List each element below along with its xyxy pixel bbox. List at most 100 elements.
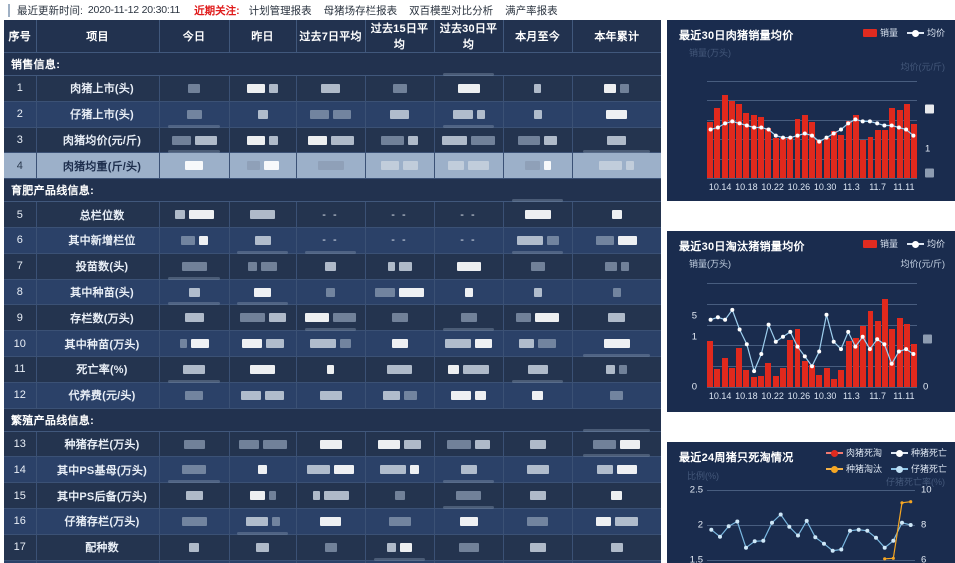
bar[interactable] — [838, 134, 845, 178]
bar[interactable] — [721, 95, 728, 178]
legend-item-breeder-culling[interactable]: 种猪淘汰 — [825, 462, 882, 475]
table-row[interactable]: 14 其中PS基母(万头) — [4, 454, 661, 484]
bar[interactable] — [728, 368, 735, 387]
bar[interactable] — [787, 340, 794, 387]
bar[interactable] — [809, 122, 816, 178]
bar[interactable] — [874, 129, 881, 178]
bar[interactable] — [743, 113, 750, 178]
chart1-plot-area[interactable] — [707, 81, 918, 179]
col-header-mtd[interactable]: 本月至今 — [503, 20, 573, 53]
legend-item-breeder-death[interactable]: 种猪死亡 — [890, 446, 947, 459]
bar[interactable] — [911, 124, 918, 178]
bar[interactable] — [889, 328, 896, 387]
bar[interactable] — [707, 122, 713, 178]
bar[interactable] — [911, 343, 918, 387]
bar[interactable] — [816, 374, 823, 387]
table-row[interactable]: 9 存栏数(万头) — [4, 302, 661, 332]
bar[interactable] — [838, 370, 845, 387]
chart-panel-culled-sales-price[interactable]: 最近30日淘汰猪销量均价 销量 均价 销量(万头) 均价(元/斤) 0 1 5 0 1… — [667, 231, 955, 412]
bar[interactable] — [867, 136, 874, 178]
link-plan-management-report[interactable]: 计划管理报表 — [248, 4, 312, 17]
legend-item-sales-volume[interactable]: 销量 — [862, 237, 898, 250]
bar[interactable] — [831, 379, 837, 387]
bar[interactable] — [852, 338, 859, 387]
bar[interactable] — [801, 115, 808, 178]
table-row[interactable]: 10 其中种苗(万头) — [4, 328, 661, 357]
col-header-avg7[interactable]: 过去7日平均 — [296, 20, 366, 53]
table-row[interactable]: 15 其中PS后备(万头) — [4, 480, 661, 509]
legend-item-hog-mortality-culling[interactable]: 肉猪死淘 — [825, 446, 882, 459]
col-header-item[interactable]: 项目 — [36, 20, 160, 53]
chart2-plot-area[interactable] — [707, 283, 918, 388]
bar[interactable] — [721, 358, 728, 387]
bar[interactable] — [889, 107, 896, 178]
link-double-hundred-model-analysis[interactable]: 双百模型对比分析 — [409, 4, 494, 17]
bar[interactable] — [816, 140, 823, 178]
bar[interactable] — [765, 127, 772, 178]
table-row[interactable]: 11 死亡率(%) — [4, 353, 661, 383]
bar[interactable] — [794, 118, 801, 178]
table-row[interactable]: 12 代养费(元/头) — [4, 379, 661, 409]
bar[interactable] — [772, 138, 779, 178]
legend-item-avg-price[interactable]: 均价 — [906, 237, 945, 250]
bar[interactable] — [860, 325, 867, 387]
col-header-today[interactable]: 今日 — [159, 20, 230, 53]
table-row[interactable]: 1 肉猪上市(头) — [4, 73, 661, 102]
chart3-plot-area[interactable] — [707, 490, 915, 561]
bar[interactable] — [728, 100, 735, 178]
bar[interactable] — [904, 324, 910, 387]
table-row[interactable]: 13 种猪存栏(万头) — [4, 428, 661, 458]
table-row[interactable]: 16 仔猪存栏(万头) — [4, 505, 661, 535]
bar[interactable] — [714, 107, 721, 178]
col-header-ytd[interactable]: 本年累计 — [572, 20, 661, 53]
bar[interactable] — [823, 138, 830, 178]
bar[interactable] — [823, 368, 830, 387]
bar[interactable] — [896, 109, 903, 178]
col-header-index[interactable]: 序号 — [4, 20, 37, 53]
legend-item-avg-price[interactable]: 均价 — [906, 26, 945, 39]
bar[interactable] — [772, 375, 779, 387]
table-row[interactable]: 5 总栏位数 - -- -- - — [4, 199, 661, 228]
bar[interactable] — [736, 104, 743, 178]
col-header-yesterday[interactable]: 昨日 — [229, 20, 297, 53]
legend-item-piglet-death[interactable]: 仔猪死亡 — [890, 462, 947, 475]
table-row[interactable]: 3 肉猪均价(元/斤) — [4, 124, 661, 154]
bar[interactable] — [750, 115, 757, 178]
table-row[interactable]: 6 其中新增栏位 - -- -- - — [4, 227, 661, 254]
bar[interactable] — [750, 377, 757, 387]
bar[interactable] — [874, 320, 881, 387]
bar[interactable] — [860, 140, 867, 178]
bar[interactable] — [801, 361, 808, 387]
bar[interactable] — [758, 116, 764, 178]
metrics-table-panel[interactable]: 序号 项目 今日 昨日 过去7日平均 过去15日平均 过去30日平均 本月至今 … — [4, 20, 661, 563]
legend-item-sales-volume[interactable]: 销量 — [862, 26, 898, 39]
bar[interactable] — [779, 367, 786, 387]
table-row[interactable]: 7 投苗数(头) — [4, 250, 661, 280]
bar[interactable] — [707, 340, 713, 387]
table-row[interactable]: 17 配种数 — [4, 531, 661, 561]
chart-panel-hogs-sales-price[interactable]: 最近30日肉猪销量均价 销量 均价 销量(万头) 均价(元/斤) 1 10.14… — [667, 20, 955, 213]
bar[interactable] — [743, 370, 750, 387]
bar[interactable] — [736, 348, 743, 387]
link-sow-farm-inventory-report[interactable]: 母猪场存栏报表 — [323, 4, 398, 17]
bar[interactable] — [809, 364, 816, 387]
table-row[interactable]: 18分娩窝数 — [4, 557, 661, 563]
bar[interactable] — [904, 104, 910, 178]
bar[interactable] — [882, 130, 889, 178]
bar[interactable] — [779, 138, 786, 178]
bar[interactable] — [787, 136, 794, 178]
bar[interactable] — [758, 376, 764, 387]
chart-panel-mortality-culling[interactable]: 最近24周猪只死淘情况 肉猪死淘 种猪死亡 种猪淘汰 — [667, 442, 955, 563]
bar[interactable] — [845, 340, 852, 387]
table-row[interactable]: 4 肉猪均重(斤/头) — [4, 150, 661, 180]
table-row[interactable]: 2 仔猪上市(头) — [4, 101, 661, 128]
bar[interactable] — [794, 329, 801, 387]
bar[interactable] — [765, 362, 772, 387]
link-full-capacity-rate-report[interactable]: 满产率报表 — [505, 4, 558, 17]
table-row[interactable]: 8 其中种苗(头) — [4, 276, 661, 306]
col-header-avg15[interactable]: 过去15日平均 — [365, 20, 435, 53]
bar[interactable] — [831, 131, 837, 178]
col-header-avg30[interactable]: 过去30日平均 — [434, 20, 504, 53]
bar[interactable] — [845, 120, 852, 178]
bar[interactable] — [714, 369, 721, 387]
